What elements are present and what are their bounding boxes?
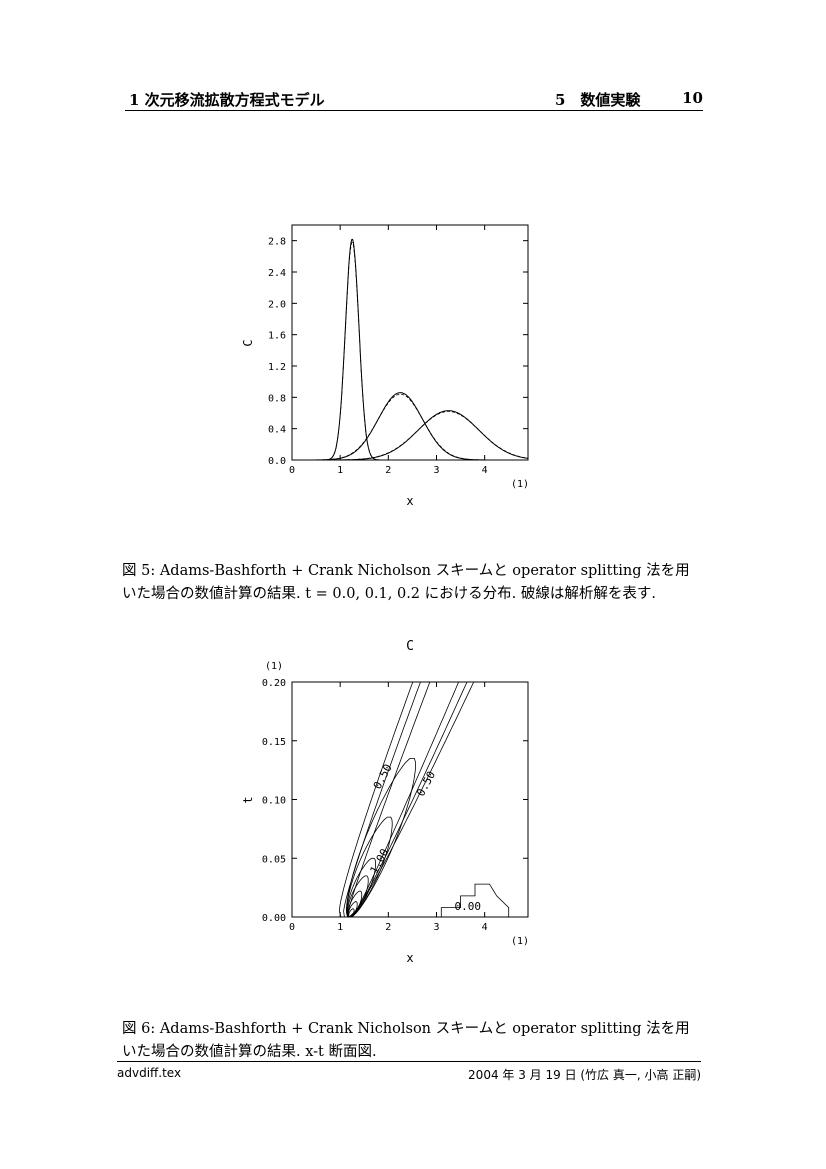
contour-line	[347, 890, 363, 918]
x-tick-label: 2	[385, 465, 391, 476]
page-number: 10	[682, 89, 703, 107]
contour-line	[351, 681, 459, 918]
y-tick-label: 0.8	[268, 393, 286, 404]
x-tick-label: 4	[482, 465, 488, 476]
contour-line	[348, 908, 355, 918]
series-line-solid	[292, 392, 528, 461]
series-line-dashed	[292, 411, 529, 461]
x-tick-label: 4	[482, 922, 488, 933]
contour-label: 0.00	[455, 900, 482, 913]
y-tick-label: 0.15	[262, 737, 286, 748]
series-line-solid	[292, 238, 528, 461]
y-tick-label: 2.4	[268, 268, 286, 279]
plot-frame	[291, 681, 529, 918]
y-tick-label: 0.4	[268, 425, 286, 436]
y-tick-label: 1.2	[268, 362, 286, 373]
footer-date-author: 2004 年 3 月 19 日 (竹広 真一, 小高 正嗣)	[468, 1068, 701, 1082]
contour-line	[348, 681, 475, 918]
header-section: 5 数値実験	[555, 91, 641, 109]
x-axis-label: x	[406, 951, 413, 965]
y-tick-label: 0.0	[268, 456, 286, 467]
plot-frame	[291, 224, 529, 461]
header-chapter: 1 次元移流拡散方程式モデル	[129, 91, 325, 109]
contour-line	[346, 857, 377, 918]
running-header: 1 次元移流拡散方程式モデル 5 数値実験 10	[125, 88, 703, 111]
contour-line	[348, 901, 358, 918]
y-axis-label: t	[241, 796, 255, 803]
contour-line	[346, 816, 393, 918]
x-tick-label: 1	[337, 922, 343, 933]
contour-line	[338, 681, 414, 918]
series-line-dashed	[292, 242, 528, 461]
caption-line: 図 6: Adams-Bashforth + Crank Nicholson ス…	[122, 1021, 690, 1037]
y-tick-label: 0.20	[262, 678, 286, 689]
contour-line	[345, 758, 417, 918]
y-axis-label: C	[241, 339, 255, 346]
x-tick-label: 3	[433, 922, 439, 933]
contour-label: 0.50	[414, 769, 438, 799]
y-tick-label: 1.6	[268, 331, 286, 342]
y-tick-label: 0.10	[262, 796, 286, 807]
footer-filename: advdiff.tex	[117, 1066, 182, 1080]
y-tick-label: 0.00	[262, 913, 286, 924]
x-scale-note: (1)	[511, 936, 529, 947]
y-tick-label: 0.05	[262, 854, 286, 865]
x-tick-label: 1	[337, 465, 343, 476]
x-scale-note: (1)	[511, 479, 529, 490]
x-tick-label: 0	[289, 465, 295, 476]
contour-line	[350, 681, 468, 918]
y-scale-note: (1)	[265, 661, 283, 672]
figure-5-caption: 図 5: Adams-Bashforth + Crank Nicholson ス…	[122, 560, 704, 606]
series-line-dashed	[292, 393, 528, 461]
figure-5-line-plot: 0.0 0.4 0.8 1.2 1.6 2.0 2.4 2.8 0 1 2 3 4 C x (1)	[241, 224, 529, 508]
series-line-solid	[292, 410, 529, 461]
x-axis-label: x	[406, 494, 413, 508]
x-tick-label: 3	[433, 465, 439, 476]
contour-line	[347, 875, 369, 918]
x-tick-label: 2	[385, 922, 391, 933]
caption-line: いた場合の数値計算の結果. x-t 断面図.	[122, 1044, 377, 1060]
y-tick-label: 2.8	[268, 237, 286, 248]
contour-line	[347, 681, 431, 918]
y-tick-label: 2.0	[268, 299, 286, 310]
caption-line: 図 5: Adams-Bashforth + Crank Nicholson ス…	[122, 563, 690, 579]
footer-rule	[117, 1061, 701, 1062]
x-tick-label: 0	[289, 922, 295, 933]
caption-line: いた場合の数値計算の結果. t = 0.0, 0.1, 0.2 における分布. …	[122, 586, 656, 602]
figure-6-caption: 図 6: Adams-Bashforth + Crank Nicholson ス…	[122, 1018, 704, 1064]
contour-label: 1.00	[367, 847, 391, 877]
contour-line	[440, 883, 510, 917]
chart-title: C	[406, 639, 414, 654]
